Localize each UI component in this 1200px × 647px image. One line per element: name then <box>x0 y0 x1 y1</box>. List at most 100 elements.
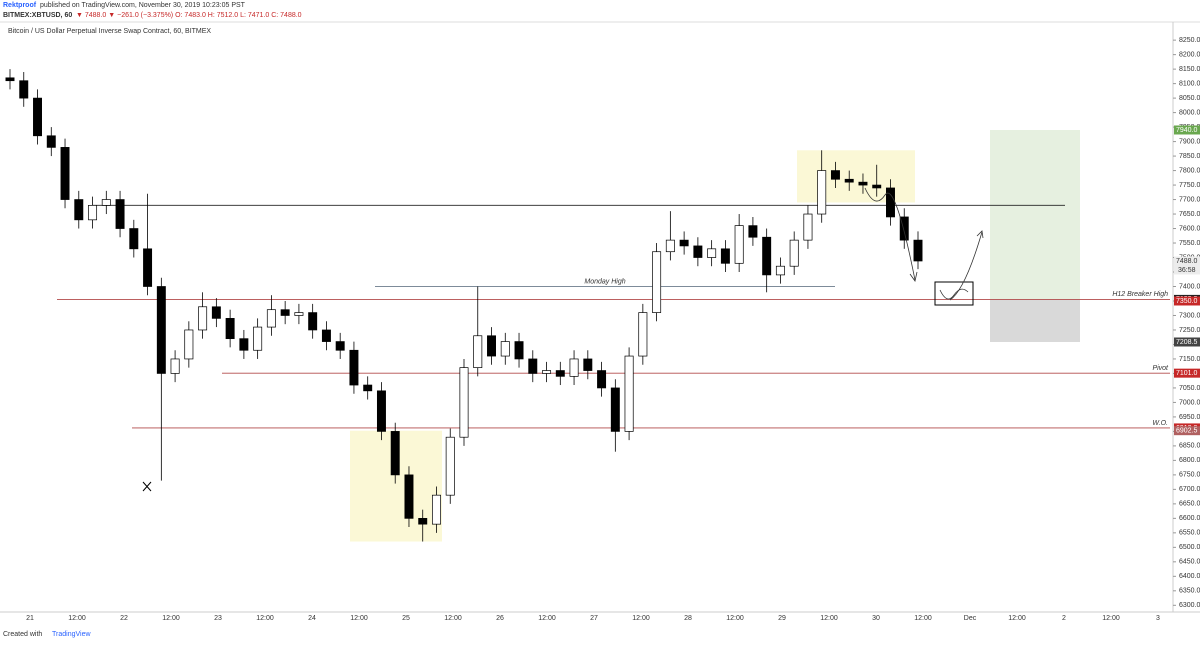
price-label-box <box>1174 368 1200 378</box>
x-tick-label: 26 <box>496 615 504 622</box>
x-tick-label: 21 <box>26 615 34 622</box>
author[interactable]: Rektproof <box>3 2 37 9</box>
level-label: W.O. <box>1152 420 1168 427</box>
x-tick-label: 29 <box>778 615 786 622</box>
y-tick-label: 6350.0 <box>1179 588 1200 595</box>
y-tick-label: 7650.0 <box>1179 211 1200 218</box>
y-tick-label: 8250.0 <box>1179 37 1200 44</box>
y-tick-label: 7850.0 <box>1179 153 1200 160</box>
y-tick-label: 6300.0 <box>1179 602 1200 609</box>
candle-body <box>597 370 607 389</box>
x-tick-label: 27 <box>590 615 598 622</box>
price-label: 6902.5 <box>1176 428 1198 435</box>
y-tick-label: 7000.0 <box>1179 399 1200 406</box>
candle-body <box>610 387 620 432</box>
y-tick-label: 6500.0 <box>1179 544 1200 551</box>
arrow-head <box>909 271 918 282</box>
candle-body <box>459 367 469 438</box>
countdown-box <box>1174 265 1200 275</box>
candle-body <box>376 390 386 432</box>
x-tick-label: 28 <box>684 615 692 622</box>
y-tick-label: 7600.0 <box>1179 225 1200 232</box>
price-label-box <box>1174 256 1200 266</box>
y-tick-label: 6550.0 <box>1179 530 1200 537</box>
price-label: 7101.0 <box>1176 370 1198 377</box>
candle-body <box>308 312 318 331</box>
footer-created: Created with <box>3 631 42 638</box>
candle-body <box>156 286 166 374</box>
price-label: 7940.0 <box>1176 127 1198 134</box>
x-tick-label: 30 <box>872 615 880 622</box>
quote: ▼ 7488.0 ▼ −261.0 (−3.375%) O: 7483.0 H:… <box>76 12 302 19</box>
candle-body <box>239 338 249 351</box>
y-tick-label: 7050.0 <box>1179 385 1200 392</box>
y-tick-label: 6400.0 <box>1179 573 1200 580</box>
x-tick-label: 2 <box>1062 615 1066 622</box>
y-tick-label: 8100.0 <box>1179 80 1200 87</box>
price-label-box <box>1174 125 1200 135</box>
candle-body <box>19 80 29 99</box>
y-tick-label: 8200.0 <box>1179 51 1200 58</box>
x-tick-label: 12:00 <box>256 615 274 622</box>
candle-body <box>432 494 441 525</box>
zone <box>990 299 1080 342</box>
candle-body <box>652 251 662 313</box>
candle-body <box>775 265 785 276</box>
x-tick-label: 12:00 <box>820 615 838 622</box>
candle-body <box>266 309 276 328</box>
entry-box <box>934 281 974 306</box>
chart-title: Bitcoin / US Dollar Perpetual Inverse Sw… <box>8 28 211 35</box>
candle-body <box>789 239 799 267</box>
y-tick-label: 6600.0 <box>1179 515 1200 522</box>
candle-body <box>872 184 882 189</box>
x-tick-label: 24 <box>308 615 316 622</box>
candle-body <box>803 213 813 241</box>
price-label: 7208.5 <box>1176 339 1198 346</box>
y-tick-label: 7400.0 <box>1179 283 1200 290</box>
x-marker <box>142 481 152 492</box>
x-tick-label: 12:00 <box>726 615 744 622</box>
y-tick-label: 7700.0 <box>1179 196 1200 203</box>
candle-body <box>886 187 895 218</box>
zone <box>797 150 915 203</box>
candle-body <box>624 355 634 432</box>
countdown: 36:58 <box>1178 267 1196 274</box>
candle-body <box>170 358 180 374</box>
y-tick-label: 6700.0 <box>1179 486 1200 493</box>
candle-body <box>817 170 827 215</box>
candle-body <box>555 370 565 377</box>
footer-brand[interactable]: TradingView <box>52 631 91 638</box>
candle-body <box>101 199 111 206</box>
candle-body <box>280 309 290 316</box>
x-tick-label: 3 <box>1156 615 1160 622</box>
y-tick-label: 7250.0 <box>1179 327 1200 334</box>
candle-body <box>184 329 194 360</box>
x-tick-label: 12:00 <box>914 615 932 622</box>
level-label: Pivot <box>1152 365 1169 372</box>
candle-body <box>321 329 331 342</box>
symbol: BITMEX:XBTUSD, 60 <box>3 12 72 19</box>
target-arrow <box>949 231 983 301</box>
candle-body <box>418 518 428 525</box>
candle-body <box>693 245 703 258</box>
y-tick-label: 7300.0 <box>1179 312 1200 319</box>
arrow-head <box>976 230 984 239</box>
x-tick-label: 12:00 <box>1008 615 1026 622</box>
y-tick-label: 8000.0 <box>1179 109 1200 116</box>
candle-body <box>294 312 304 316</box>
x-tick-label: 12:00 <box>444 615 462 622</box>
candle-body <box>528 358 538 374</box>
y-tick-label: 6950.0 <box>1179 414 1200 421</box>
candle-body <box>473 335 483 368</box>
candle-body <box>60 147 70 200</box>
x-tick-label: 23 <box>214 615 222 622</box>
candle-body <box>363 384 373 392</box>
price-label: 7488.0 <box>1176 258 1198 265</box>
level-label: Monday High <box>584 278 625 285</box>
candle-body <box>33 97 42 137</box>
y-tick-label: 7550.0 <box>1179 240 1200 247</box>
candle-body <box>390 431 400 476</box>
candle-body <box>143 248 153 287</box>
candle-body <box>583 358 593 371</box>
